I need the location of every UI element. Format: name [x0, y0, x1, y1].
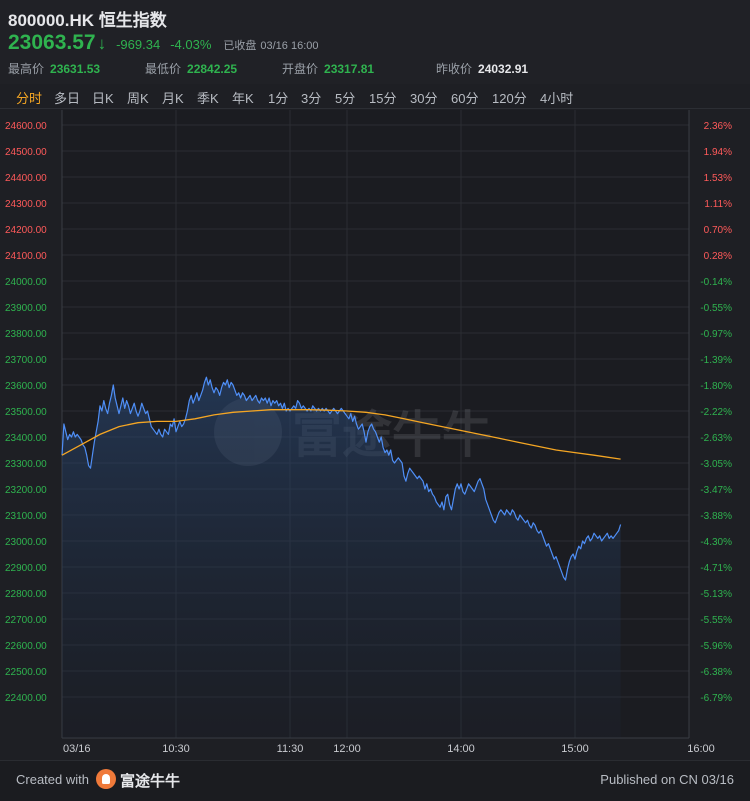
- stock-title: 800000.HK 恒生指数: [8, 11, 167, 30]
- y-tick-label: 23500.00: [5, 407, 47, 418]
- quote-datetime: 03/16 16:00: [260, 40, 319, 52]
- y-tick-pct-label: 2.36%: [704, 121, 732, 132]
- tab-4hour[interactable]: 4小时: [540, 91, 574, 106]
- y-tick-label: 23100.00: [5, 511, 47, 522]
- y-tick-pct-label: -2.63%: [700, 433, 732, 444]
- price-row: 23063.57 ↓ -969.34 -4.03% 已收盘 03/16 16:0…: [8, 31, 319, 55]
- y-tick-pct-label: -3.47%: [700, 485, 732, 496]
- period-tabs: 分时 多日 日K 周K 月K 季K 年K 1分 3分 5分 15分 30分 60…: [0, 86, 750, 109]
- y-tick-pct-label: -2.22%: [700, 407, 732, 418]
- y-tick-label: 24100.00: [5, 251, 47, 262]
- intraday-chart[interactable]: 24600.00 2.36% 24500.00 1.94% 24400.00 1.53% 2…: [0, 110, 750, 760]
- y-tick-label: 23600.00: [5, 381, 47, 392]
- tab-60min[interactable]: 60分: [451, 91, 479, 106]
- tab-month-k[interactable]: 月K: [162, 91, 184, 106]
- y-tick-label: 23000.00: [5, 537, 47, 548]
- y-tick-pct-label: -5.96%: [700, 641, 732, 652]
- tab-1min[interactable]: 1分: [268, 91, 289, 106]
- y-tick-pct-label: -4.71%: [700, 563, 732, 574]
- y-tick-pct-label: -0.14%: [700, 277, 732, 288]
- footer: Created with 富途牛牛 Published on CN 03/16: [0, 760, 750, 801]
- chart-svg[interactable]: 24600.00 2.36% 24500.00 1.94% 24400.00 1.53% 2…: [0, 110, 750, 760]
- price-change-percent: -4.03%: [170, 37, 212, 52]
- y-tick-label: 23200.00: [5, 485, 47, 496]
- tab-week-k[interactable]: 周K: [127, 91, 149, 106]
- y-tick-label: 24400.00: [5, 173, 47, 184]
- created-with-label: Created with: [16, 772, 89, 787]
- tab-multi-day[interactable]: 多日: [54, 91, 81, 106]
- y-tick-label: 23900.00: [5, 303, 47, 314]
- y-tick-label: 23700.00: [5, 355, 47, 366]
- y-tick-label: 23800.00: [5, 329, 47, 340]
- y-tick-pct-label: -5.55%: [700, 615, 732, 626]
- tab-3min[interactable]: 3分: [301, 91, 322, 106]
- y-tick-pct-label: -6.79%: [700, 693, 732, 704]
- tab-15min[interactable]: 15分: [369, 91, 397, 106]
- y-tick-pct-label: -6.38%: [700, 667, 732, 678]
- average-line[interactable]: [61, 409, 621, 460]
- y-tick-label: 22400.00: [5, 693, 47, 704]
- tab-120min[interactable]: 120分: [492, 91, 527, 106]
- x-tick-label: 03/16: [63, 743, 91, 755]
- y-tick-label: 24500.00: [5, 147, 47, 158]
- x-tick-label: 15:00: [561, 743, 589, 755]
- futu-logo-icon: [96, 769, 116, 789]
- x-tick-label: 12:00: [333, 743, 361, 755]
- published-label: Published on CN 03/16: [600, 772, 734, 787]
- brand-name: 富途牛牛: [120, 773, 181, 790]
- y-tick-pct-label: 0.70%: [704, 225, 732, 236]
- quote-header: 800000.HK 恒生指数 23063.57 ↓ -969.34 -4.03%…: [0, 0, 750, 84]
- tab-quarter-k[interactable]: 季K: [197, 91, 219, 106]
- y-tick-label: 22800.00: [5, 589, 47, 600]
- tab-5min[interactable]: 5分: [335, 91, 356, 106]
- x-tick-label: 10:30: [162, 743, 190, 755]
- y-tick-label: 22500.00: [5, 667, 47, 678]
- tab-time-share[interactable]: 分时: [16, 91, 43, 106]
- y-tick-pct-label: -1.80%: [700, 381, 732, 392]
- y-tick-label: 22900.00: [5, 563, 47, 574]
- y-tick-pct-label: -3.05%: [700, 459, 732, 470]
- y-tick-label: 22600.00: [5, 641, 47, 652]
- y-tick-pct-label: 1.94%: [704, 147, 732, 158]
- y-tick-pct-label: -4.30%: [700, 537, 732, 548]
- y-tick-label: 24300.00: [5, 199, 47, 210]
- y-tick-label: 24000.00: [5, 277, 47, 288]
- y-tick-label: 24200.00: [5, 225, 47, 236]
- quote-stats: 最高价 23631.53 最低价 22842.25 开盘价 23317.81 昨收价 2…: [8, 60, 748, 76]
- y-tick-label: 23300.00: [5, 459, 47, 470]
- price-change: -969.34: [116, 37, 161, 52]
- x-tick-label: 14:00: [447, 743, 475, 755]
- y-tick-label: 24600.00: [5, 121, 47, 132]
- stat-prev-close: 昨收价 24032.91: [436, 62, 529, 76]
- last-price: 23063.57: [8, 31, 96, 54]
- x-tick-label: 11:30: [277, 743, 304, 755]
- tab-30min[interactable]: 30分: [410, 91, 438, 106]
- y-tick-label: 23400.00: [5, 433, 47, 444]
- x-tick-label: 16:00: [687, 743, 715, 755]
- stat-high: 最高价 23631.53: [8, 62, 101, 76]
- y-tick-pct-label: -5.13%: [700, 589, 732, 600]
- tab-day-k[interactable]: 日K: [92, 91, 114, 106]
- y-tick-pct-label: -1.39%: [700, 355, 732, 366]
- price-area: [62, 377, 621, 738]
- y-tick-pct-label: 1.53%: [704, 173, 732, 184]
- y-tick-pct-label: -0.55%: [700, 303, 732, 314]
- tab-year-k[interactable]: 年K: [232, 91, 254, 106]
- y-tick-pct-label: 0.28%: [704, 251, 732, 262]
- stat-low: 最低价 22842.25: [145, 62, 238, 76]
- down-arrow-icon: ↓: [97, 34, 107, 53]
- y-tick-pct-label: -3.88%: [700, 511, 732, 522]
- y-tick-pct-label: 1.11%: [704, 199, 732, 210]
- stat-open: 开盘价 23317.81: [282, 62, 375, 76]
- price-line[interactable]: [61, 376, 622, 581]
- market-status: 已收盘: [223, 40, 257, 52]
- y-tick-label: 22700.00: [5, 615, 47, 626]
- y-tick-pct-label: -0.97%: [700, 329, 732, 340]
